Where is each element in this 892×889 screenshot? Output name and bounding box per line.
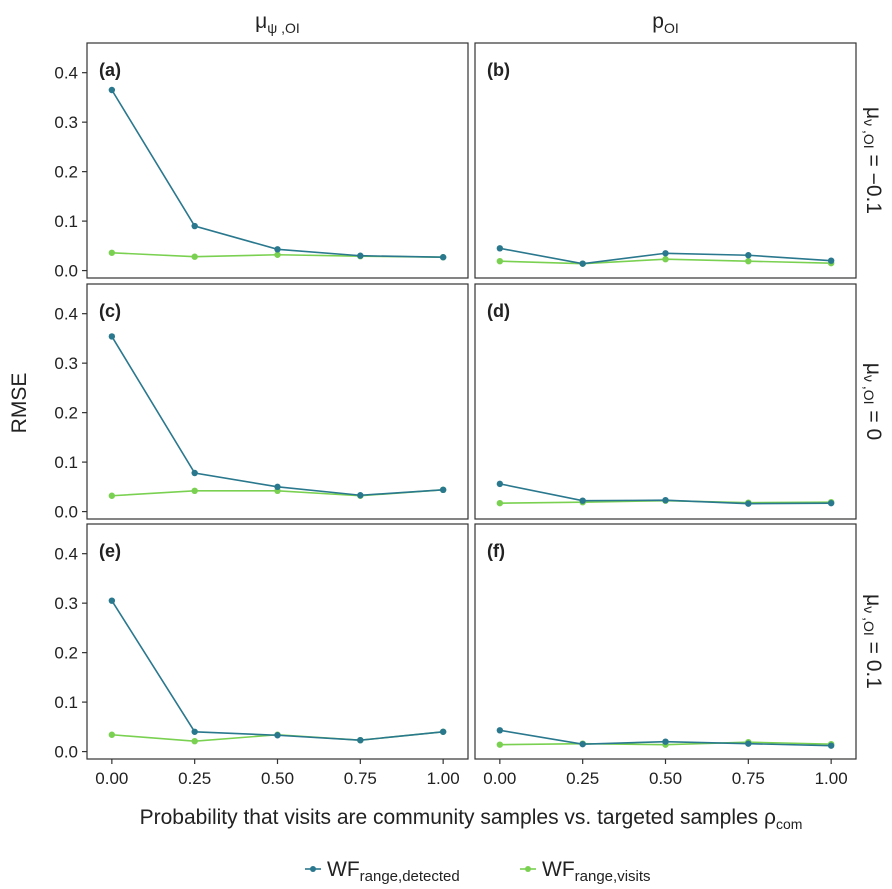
data-point (745, 252, 752, 259)
y-tick-label: 0.2 (54, 644, 78, 663)
x-tick-label: 1.00 (815, 769, 848, 788)
x-tick-label: 0.25 (566, 769, 599, 788)
panel-label: (e) (99, 541, 121, 561)
data-point (108, 86, 116, 94)
panel-border (474, 523, 857, 760)
data-point (827, 499, 835, 507)
row-strip-2: μν ,OI = 0.1 (861, 594, 885, 689)
data-point (745, 500, 752, 507)
x-tick-label: 0.00 (95, 769, 128, 788)
y-tick-label: 0.3 (54, 354, 78, 373)
x-tick-label: 0.75 (344, 769, 377, 788)
legend-key-point (310, 866, 316, 872)
data-point (745, 740, 752, 747)
legend-label: WFrange,visits (542, 858, 651, 884)
data-point (108, 249, 116, 256)
data-point (496, 480, 504, 488)
row-strip-1: μν ,OI = 0 (861, 363, 885, 440)
data-point (108, 597, 116, 604)
panel-label: (c) (99, 301, 121, 321)
y-tick-label: 0.4 (54, 305, 78, 324)
data-point (357, 492, 364, 499)
y-tick-label: 0.0 (54, 503, 78, 522)
data-point (662, 256, 669, 263)
data-point (191, 253, 198, 260)
y-tick-label: 0.3 (54, 113, 78, 132)
data-point (579, 740, 586, 748)
data-point (439, 486, 447, 494)
data-point (662, 738, 669, 745)
data-point (439, 728, 447, 735)
y-tick-label: 0.1 (54, 693, 78, 712)
data-point (191, 469, 198, 477)
data-point (191, 487, 198, 494)
y-tick-label: 0.1 (54, 453, 78, 472)
data-point (827, 742, 835, 749)
panel-label: (f) (487, 541, 505, 561)
panel-d: (d) (474, 283, 857, 520)
data-point (827, 257, 835, 264)
y-tick-label: 0.0 (54, 743, 78, 762)
x-tick-label: 0.00 (483, 769, 516, 788)
data-point (274, 251, 281, 258)
x-tick-label: 1.00 (427, 769, 460, 788)
panel-a: (a) 0.0 0.1 0.2 0.3 0.4 (54, 42, 469, 281)
data-point (108, 492, 116, 499)
x-tick-label: 0.50 (649, 769, 682, 788)
data-point (496, 245, 504, 252)
panel-border (474, 283, 857, 520)
data-point (357, 252, 364, 259)
data-point (108, 731, 116, 738)
data-point (579, 497, 586, 504)
data-point (496, 499, 504, 507)
column-strip-0: μψ ,OI (255, 10, 300, 36)
x-tick-label: 0.25 (178, 769, 211, 788)
y-tick-label: 0.2 (54, 163, 78, 182)
panel-border (474, 42, 857, 279)
x-tick-label: 0.75 (732, 769, 765, 788)
column-strip-1: pOI (652, 10, 678, 36)
y-tick-label: 0.3 (54, 594, 78, 613)
y-tick-label: 0.1 (54, 212, 78, 231)
y-tick-label: 0.4 (54, 64, 78, 83)
data-point (274, 483, 281, 491)
x-tick-label: 0.50 (261, 769, 294, 788)
data-point (662, 497, 669, 504)
y-axis-title: RMSE (8, 373, 31, 434)
data-point (274, 732, 281, 739)
x-axis-title: Probability that visits are community sa… (140, 806, 803, 832)
data-point (357, 737, 364, 744)
panel-c: (c) 0.0 0.1 0.2 0.3 0.4 (54, 283, 469, 522)
data-point (439, 254, 447, 261)
legend-key-point (525, 866, 531, 872)
y-tick-label: 0.4 (54, 545, 78, 564)
data-point (191, 737, 198, 745)
data-point (191, 222, 198, 230)
panel-label: (b) (487, 60, 510, 80)
data-point (579, 260, 586, 267)
data-point (191, 728, 198, 735)
data-point (496, 741, 504, 748)
panel-border (86, 523, 469, 760)
legend-item: WFrange,visits (520, 858, 651, 885)
data-point (662, 250, 669, 257)
data-point (496, 257, 504, 265)
panel-f: (f) 0.00 0.25 0.50 0.75 1.00 (474, 523, 857, 788)
data-point (496, 727, 504, 734)
panel-e: (e) 0.0 0.1 0.2 0.3 0.4 0.00 0.25 0.50 0.75 1.00 (54, 523, 469, 788)
panel-label: (d) (487, 301, 510, 321)
data-point (274, 246, 281, 253)
legend-item: WFrange,detected (305, 858, 460, 885)
legend-label: WFrange,detected (327, 858, 460, 884)
panel-b: (b) (474, 42, 857, 279)
y-tick-label: 0.0 (54, 262, 78, 281)
panel-label: (a) (99, 60, 121, 80)
panel-border (86, 42, 469, 279)
y-tick-label: 0.2 (54, 404, 78, 423)
row-strip-0: μν ,OI = −0.1 (861, 107, 885, 214)
data-point (745, 257, 752, 265)
data-point (108, 333, 116, 340)
